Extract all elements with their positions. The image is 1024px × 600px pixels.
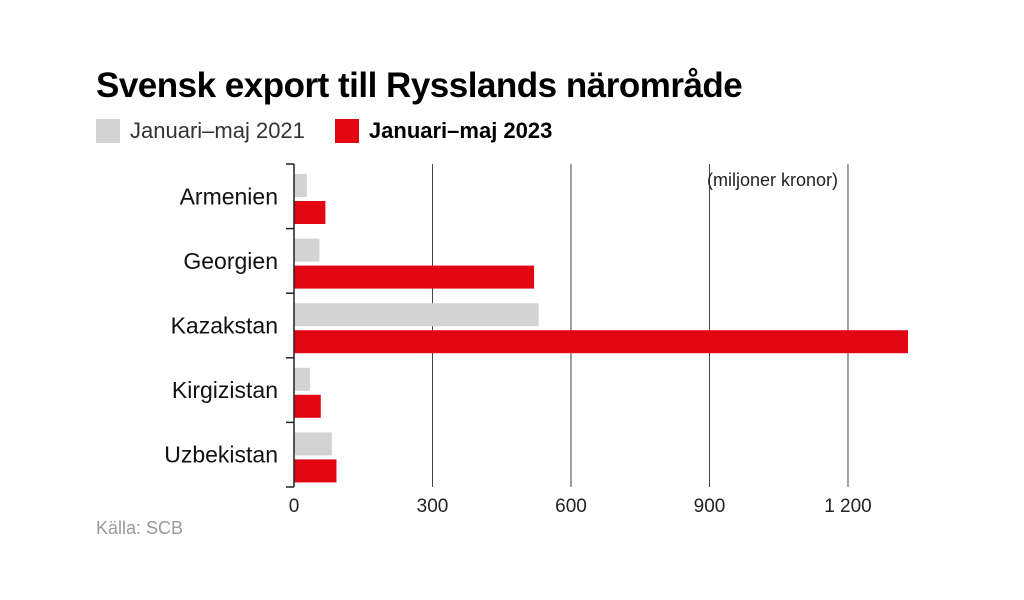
bar-uzbekistan-2023 <box>294 459 337 483</box>
bar-kirgizistan-2023 <box>294 394 321 418</box>
legend-item-2021: Januari–maj 2021 <box>96 118 305 144</box>
unit-note: (miljoner kronor) <box>707 170 838 190</box>
bar-armenien-2023 <box>294 201 326 224</box>
bar-kazakstan-2021 <box>294 303 539 327</box>
x-tick-label-900: 900 <box>694 496 726 517</box>
category-label-georgien: Georgien <box>183 248 278 274</box>
x-tick-label-600: 600 <box>555 496 587 517</box>
bar-kazakstan-2023 <box>294 330 908 354</box>
category-label-uzbekistan: Uzbekistan <box>164 442 278 468</box>
category-label-kirgizistan: Kirgizistan <box>172 377 278 403</box>
category-label-kazakstan: Kazakstan <box>171 313 278 339</box>
x-tick-label-300: 300 <box>417 496 449 517</box>
legend-swatch-2023 <box>334 119 359 143</box>
bar-georgien-2021 <box>294 238 320 262</box>
legend: Januari–maj 2021 Januari–maj 2023 <box>96 116 582 146</box>
source-note: Källa: SCB <box>96 518 184 538</box>
bar-kirgizistan-2021 <box>294 367 311 391</box>
x-tick-label-0: 0 <box>289 496 300 517</box>
x-tick-label-1200: 1 200 <box>824 496 872 517</box>
bar-georgien-2023 <box>294 265 535 289</box>
category-label-armenien: Armenien <box>180 183 278 209</box>
bar-uzbekistan-2021 <box>294 432 332 456</box>
legend-item-2023: Januari–maj 2023 <box>334 118 553 144</box>
legend-swatch-2021 <box>96 119 120 143</box>
legend-label-2021: Januari–maj 2021 <box>130 118 305 143</box>
chart-title: Svensk export till Rysslands närområde <box>96 66 743 105</box>
legend-label-2023: Januari–maj 2023 <box>368 118 553 143</box>
bar-armenien-2021 <box>294 174 307 197</box>
